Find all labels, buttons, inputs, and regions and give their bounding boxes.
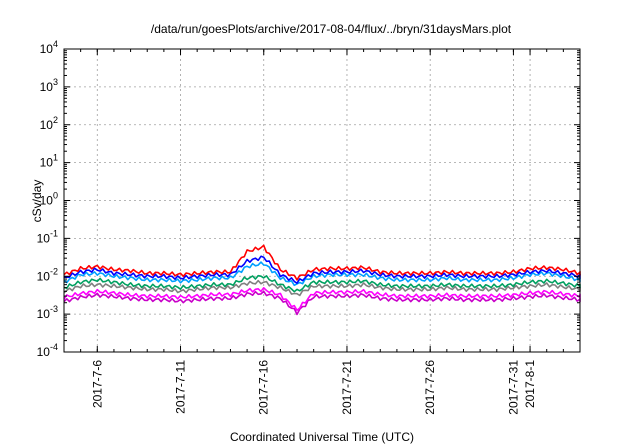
- series-group: [63, 244, 581, 316]
- x-axis-label: Coordinated Universal Time (UTC): [230, 430, 414, 444]
- series-line-6: [63, 290, 581, 316]
- y-tick-label: 10-2: [37, 266, 58, 283]
- x-tick-label: 2017-7-26: [423, 360, 437, 415]
- chart-title: /data/run/goesPlots/archive/2017-08-04/f…: [151, 22, 512, 36]
- y-tick-label: 10-4: [37, 342, 58, 359]
- axes: 10-4 10-3 10-2 10-1 100 101 102 103 104 2017-7-6 2…: [37, 39, 581, 415]
- series-line-1: [63, 255, 581, 285]
- grid: [64, 49, 580, 352]
- series-line-4: [63, 279, 581, 297]
- series-line-0: [63, 244, 581, 281]
- x-tick-label: 2017-7-16: [257, 360, 271, 415]
- y-tick-label: 104: [40, 39, 58, 56]
- series-line-2: [63, 261, 581, 287]
- y-tick-label: 103: [40, 77, 58, 94]
- y-tick-label: 102: [40, 115, 58, 132]
- x-tick-label: 2017-8-1: [523, 360, 537, 408]
- y-tick-label: 101: [40, 153, 58, 170]
- series-line-5: [63, 286, 581, 312]
- y-tick-label: 10-1: [37, 228, 58, 245]
- y-tick-label: 10-3: [37, 304, 58, 321]
- y-tick-label: 100: [40, 191, 58, 208]
- y-axis-label: cSv/day: [30, 180, 44, 223]
- series-line-3: [63, 274, 581, 293]
- x-tick-label: 2017-7-31: [506, 360, 520, 415]
- x-tick-label: 2017-7-21: [340, 360, 354, 415]
- x-tick-label: 2017-7-6: [90, 360, 104, 408]
- plot-frame: [63, 48, 581, 353]
- x-tick-label: 2017-7-11: [174, 360, 188, 414]
